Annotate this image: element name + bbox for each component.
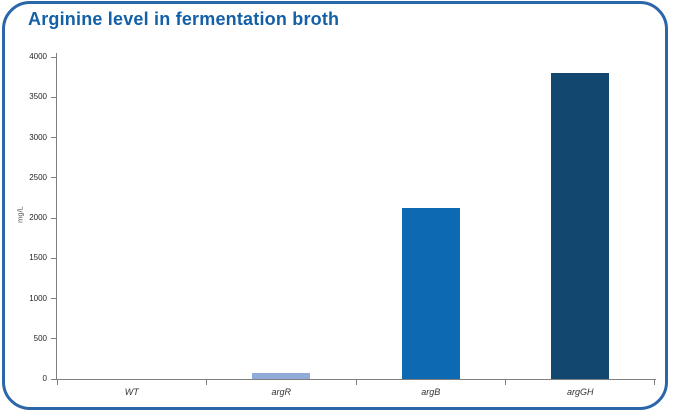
y-tick-label: 2500: [29, 172, 47, 182]
x-tick-mark: [505, 380, 506, 385]
y-tick-label: 2000: [29, 213, 47, 222]
y-tick-mark: [51, 96, 56, 98]
x-category-label: WT: [124, 387, 139, 397]
x-axis-line: [56, 379, 656, 380]
y-tick-mark: [51, 56, 56, 58]
bar-arggh: [551, 73, 610, 379]
y-tick-label: 1000: [29, 293, 47, 303]
x-category-label: argGH: [566, 387, 594, 397]
y-tick-label: 3500: [29, 92, 47, 102]
y-tick-label: 0: [42, 374, 47, 383]
y-axis-line: [56, 53, 57, 380]
x-tick-mark: [355, 380, 357, 385]
x-tick-mark: [56, 380, 58, 385]
y-tick-mark: [51, 177, 56, 179]
y-tick-mark: [51, 137, 56, 138]
x-category-label: argB: [421, 387, 441, 397]
y-tick-mark: [51, 217, 56, 219]
y-tick-label: 500: [33, 333, 47, 343]
y-tick-mark: [51, 257, 56, 259]
bar-argb: [401, 207, 460, 379]
plot-area: mg/L 0 500 1000 1500 2000 2500 3000 3500 4000 WT a…: [16, 52, 656, 397]
x-category-label: argR: [271, 387, 291, 397]
y-tick-mark: [51, 338, 56, 340]
bar-argr: [252, 372, 311, 379]
x-tick-mark: [206, 380, 207, 385]
y-tick-label: 4000: [29, 52, 47, 61]
y-tick-label: 1500: [29, 253, 47, 263]
x-tick-mark: [654, 380, 655, 385]
y-tick-mark: [51, 298, 56, 299]
y-tick-label: 3000: [29, 132, 47, 142]
chart-title: Arginine level in fermentation broth: [28, 9, 340, 29]
y-tick-mark: [51, 378, 56, 380]
